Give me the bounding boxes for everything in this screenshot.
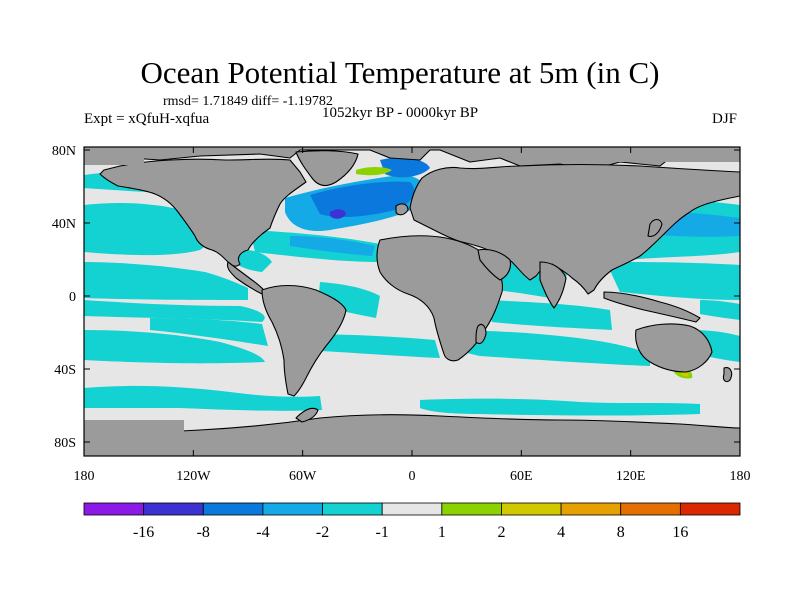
colorbar-swatch — [560, 502, 622, 516]
antarctic-peninsula — [295, 407, 319, 423]
colorbar-label: 1 — [438, 524, 446, 541]
experiment-label: Expt = xQfuH-xqfua — [84, 111, 210, 127]
arabia — [477, 248, 512, 281]
anomaly-shading — [84, 157, 740, 416]
lat-tick-label: 0 — [69, 290, 76, 305]
india — [539, 261, 567, 309]
colorbar-label: 2 — [497, 524, 505, 541]
colorbar-swatch — [83, 502, 145, 516]
north-atlantic-darkblue — [310, 181, 415, 217]
colorbar-label: -8 — [197, 524, 210, 541]
equatorial-atlantic-band — [318, 282, 380, 318]
colorbar-swatch — [262, 502, 323, 516]
colorbar-swatch — [441, 502, 502, 516]
lon-tick-label: 60W — [289, 469, 317, 484]
north-pacific-cool-band — [84, 203, 212, 256]
madagascar — [475, 323, 487, 345]
lon-tick-label: 120W — [176, 469, 211, 484]
arctic-green-spot — [356, 167, 392, 176]
southern-ocean-band — [84, 385, 322, 411]
colorbar-label: -1 — [376, 524, 389, 541]
australia — [635, 323, 713, 373]
greenland — [295, 150, 359, 187]
colorbar-swatch — [202, 502, 264, 516]
latitude-axis: 80N 40N 0 40S 80S — [52, 144, 740, 451]
colorbar-swatch — [620, 502, 681, 516]
lon-tick-label: 60E — [510, 469, 533, 484]
north-atlantic-core — [330, 209, 346, 219]
colorbar-swatch — [143, 502, 204, 516]
south-pacific-west-band — [700, 300, 740, 320]
south-indian-band — [440, 330, 650, 366]
colorbar-label: -4 — [256, 524, 269, 541]
south-pacific-band — [84, 330, 265, 364]
lon-tick-label: 180 — [74, 469, 95, 484]
indian-ocean-central — [488, 300, 612, 330]
colorbar-swatch — [679, 502, 741, 516]
british-isles — [395, 203, 409, 216]
colorbar-label: 16 — [672, 524, 688, 541]
longitude-axis: 180 120W 60W 0 60E 120E 180 — [74, 147, 751, 484]
masked-regions — [84, 147, 740, 456]
rmsd-diff-stats: rmsd= 1.71849 diff= -1.19782 — [163, 94, 333, 109]
map-title: Ocean Potential Temperature at 5m (in C) — [140, 55, 660, 90]
atlantic-blue-mid — [290, 236, 375, 256]
southern-ocean-east-band — [420, 398, 700, 416]
south-atlantic-band — [300, 334, 440, 358]
maritime-continent — [603, 291, 701, 323]
colorbar: -16 -8 -4 -2 -1 1 2 4 8 16 — [83, 502, 741, 541]
equatorial-pacific-band — [84, 300, 265, 322]
new-zealand — [722, 367, 733, 383]
south-america — [261, 284, 347, 397]
map-plot-area — [84, 147, 740, 456]
lon-tick-label: 0 — [409, 469, 416, 484]
north-america — [99, 158, 307, 267]
lat-tick-label: 80N — [52, 144, 76, 159]
colorbar-swatch — [322, 502, 383, 516]
lon-tick-label: 120E — [616, 469, 646, 484]
south-pacific-east-band — [150, 318, 268, 346]
season-label: DJF — [712, 111, 738, 127]
gulf-cyan — [230, 249, 272, 272]
lat-tick-label: 40S — [54, 363, 76, 378]
labrador-blue — [380, 157, 430, 178]
lon-tick-label: 180 — [730, 469, 751, 484]
time-period-label: 1052kyr BP - 0000kyr BP — [322, 105, 479, 121]
lat-tick-label: 40N — [52, 217, 76, 232]
colorbar-swatch — [501, 502, 562, 516]
colorbar-label: -2 — [316, 524, 329, 541]
colorbar-label: 4 — [557, 524, 565, 541]
colorbar-label: 8 — [617, 524, 625, 541]
pacific-subtropical-band — [84, 262, 248, 300]
colorbar-swatch — [381, 502, 443, 516]
antarctica — [84, 414, 740, 456]
japan — [647, 218, 663, 237]
colorbar-label: -16 — [133, 524, 154, 541]
lat-tick-label: 80S — [54, 436, 76, 451]
west-pacific-cyan — [606, 262, 740, 300]
